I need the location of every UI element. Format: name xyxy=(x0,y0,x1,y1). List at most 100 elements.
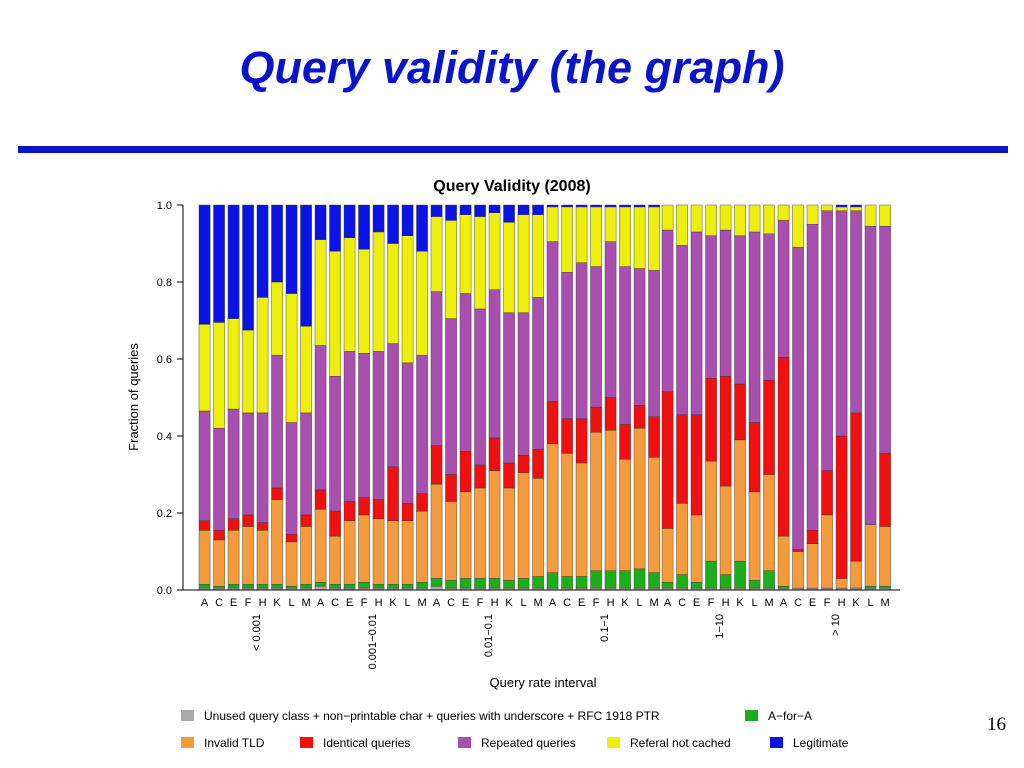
bar-segment xyxy=(372,204,385,233)
x-tick-label: A xyxy=(317,597,325,609)
bar-segment xyxy=(590,570,602,589)
bar-segment xyxy=(430,204,443,217)
bar-segment xyxy=(416,204,428,252)
bar-segment xyxy=(503,462,515,489)
bar-segment xyxy=(719,229,732,377)
x-tick-label: C xyxy=(794,597,802,609)
bar-segment xyxy=(748,231,761,423)
bar-segment xyxy=(198,324,211,412)
bar-segment xyxy=(242,329,254,414)
x-tick-label: F xyxy=(245,597,252,609)
x-tick-label: H xyxy=(491,597,499,609)
bar-segment xyxy=(864,204,877,227)
x-tick-label: K xyxy=(736,597,744,609)
x-tick-label: H xyxy=(607,597,615,609)
bar-segment xyxy=(633,428,646,570)
bar-segment xyxy=(445,220,457,319)
bar-segment xyxy=(561,206,573,273)
bar-segment xyxy=(792,204,804,248)
bar-segment xyxy=(748,422,761,493)
x-tick-label: M xyxy=(301,597,310,609)
bar-segment xyxy=(821,470,833,516)
bar-segment xyxy=(661,582,674,589)
bar-segment xyxy=(806,224,819,531)
bar-segment xyxy=(864,225,877,525)
bar-segment xyxy=(387,243,399,344)
x-tick-label: C xyxy=(331,597,339,609)
y-tick-label: 0.0 xyxy=(157,585,172,597)
bar-segment xyxy=(387,466,399,521)
bar-segment xyxy=(343,501,356,521)
bar-segment xyxy=(517,204,530,215)
x-tick-label: M xyxy=(417,597,426,609)
bar-segment xyxy=(358,249,370,354)
bar-segment xyxy=(445,204,457,221)
bar-segment xyxy=(445,474,457,502)
bar-segment xyxy=(459,491,472,579)
bar-segment xyxy=(619,570,631,589)
bar-segment xyxy=(430,216,443,292)
bar-segment xyxy=(619,458,631,571)
bar-segment xyxy=(806,543,819,589)
bar-segment xyxy=(430,585,443,591)
bar-segment xyxy=(213,530,225,541)
bar-segment xyxy=(633,405,646,429)
bar-segment xyxy=(343,584,356,589)
bar-segment xyxy=(213,204,225,323)
x-tick-label: H xyxy=(259,597,267,609)
bar-segment xyxy=(256,530,269,585)
bar-segment xyxy=(792,549,804,552)
bar-segment xyxy=(227,408,240,519)
bar-segment xyxy=(575,418,588,464)
bar-segment xyxy=(401,520,414,585)
bar-segment xyxy=(416,493,428,512)
bar-segment xyxy=(459,451,472,493)
bar-segment xyxy=(285,293,298,423)
bar-segment xyxy=(300,514,312,527)
bar-segment xyxy=(633,204,646,208)
bar-segment xyxy=(474,578,486,589)
bar-segment xyxy=(676,414,688,504)
bar-segment xyxy=(676,574,688,589)
bar-segment xyxy=(358,514,370,583)
bar-segment xyxy=(401,235,414,364)
bar-segment xyxy=(213,322,225,429)
slide-title: Query validity (the graph) xyxy=(239,42,785,93)
bar-segment xyxy=(242,514,254,527)
bar-segment xyxy=(705,460,717,562)
bar-segment xyxy=(792,247,804,550)
x-tick-label: H xyxy=(375,597,383,609)
group-label: 1−10 xyxy=(714,614,726,639)
bar-segment xyxy=(546,572,559,589)
bar-segment xyxy=(213,428,225,531)
bar-segment xyxy=(517,312,530,456)
bar-segment xyxy=(256,522,269,531)
x-tick-label: L xyxy=(404,597,410,609)
bar-segment xyxy=(705,378,717,462)
bar-segment xyxy=(474,487,486,579)
page-number: 16 xyxy=(987,714,1006,735)
x-tick-label: K xyxy=(273,597,281,609)
bar-segment xyxy=(300,326,312,414)
legend-swatch xyxy=(181,710,194,721)
bar-segment xyxy=(285,541,298,587)
bar-segment xyxy=(864,524,877,587)
bar-segment xyxy=(416,582,428,589)
x-tick-label: F xyxy=(361,597,368,609)
legend-swatch xyxy=(300,737,313,748)
bar-segment xyxy=(227,204,240,319)
bar-segment xyxy=(430,578,443,587)
bar-segment xyxy=(430,483,443,579)
bar-segment xyxy=(575,204,588,208)
bar-segment xyxy=(619,424,631,460)
y-axis: 0.0 0.2 0.4 0.6 0.8 1.0 xyxy=(157,200,184,597)
bar-segment xyxy=(372,584,385,589)
bar-segment xyxy=(459,578,472,589)
group-label: 0.001−0.01 xyxy=(367,614,379,669)
bar-segment xyxy=(503,312,515,464)
bar-segment xyxy=(604,206,617,242)
bar-segment xyxy=(271,354,283,489)
bar-segment xyxy=(474,308,486,466)
bar-segment xyxy=(763,379,775,475)
x-tick-label: F xyxy=(477,597,484,609)
